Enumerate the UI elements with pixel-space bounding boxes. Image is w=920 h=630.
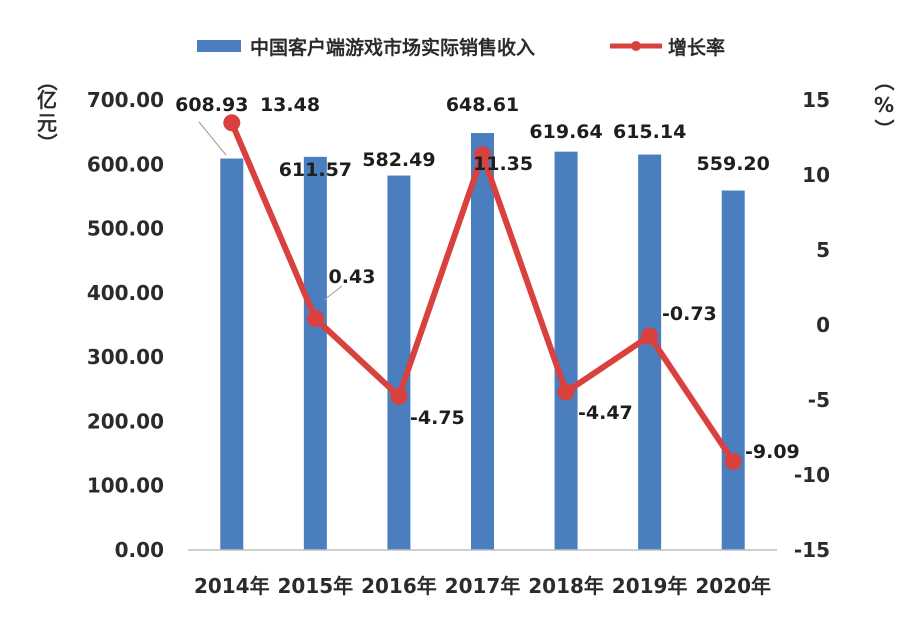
right-y-axis: -15 -10 -5 0 5 10 15 [794,88,830,562]
right-axis-unit-char: ） [872,119,896,139]
left-y-axis: 0.00 100.00 200.00 300.00 400.00 500.00 600.00… [87,88,164,562]
bar [220,158,244,551]
right-axis-tick-label: -10 [794,463,830,487]
left-axis-unit-char: 亿 [37,88,57,112]
growth-rate-label: 13.48 [260,94,320,116]
left-axis-tick-label: 600.00 [87,152,164,176]
bar-value-label: 582.49 [362,149,435,171]
legend: 中国客户端游戏市场实际销售收入 增长率 [197,36,725,59]
growth-rate-point [641,327,659,345]
growth-rate-label: -4.47 [578,402,633,424]
left-axis-tick-label: 100.00 [87,474,164,498]
bar-data-labels: 608.93 611.57 582.49 648.61 619.64 615.14 559.… [175,94,770,301]
growth-rate-point [474,146,491,164]
legend-label-line: 增长率 [668,36,725,59]
growth-rate-label: -9.09 [745,441,800,463]
label-leader-line [323,285,343,301]
x-axis-category-label: 2018年 [528,574,604,598]
bar [471,133,494,550]
growth-rate-label: -0.73 [662,303,717,325]
left-axis-tick-label: 700.00 [87,88,164,112]
growth-rate-label: 0.43 [329,266,376,288]
growth-rate-point [724,452,742,470]
x-axis-category-label: 2017年 [445,574,521,598]
axis-units: （亿元）（%） [35,71,896,153]
right-axis-tick-label: 10 [802,163,830,187]
bar-value-label: 559.20 [697,153,770,175]
right-axis-tick-label: -5 [808,388,830,412]
x-axis-category-label: 2019年 [612,574,688,598]
bar [387,175,411,550]
legend-marker-line [631,41,641,51]
right-axis-unit-char: （ [872,71,896,91]
growth-rate-point [557,383,575,401]
x-axis-category-label: 2020年 [695,574,771,598]
left-axis-unit-char: （ [35,71,59,91]
bar-value-label: 619.64 [529,121,602,143]
bar [303,156,327,551]
left-axis-unit-char: ） [35,133,59,153]
line-series [223,114,742,470]
left-axis-tick-label: 300.00 [87,345,164,369]
bar-series [220,133,745,551]
line-data-labels: 13.48 0.43 -4.75 11.35 -4.47 -0.73 -9.09 [260,94,800,463]
bar-value-label: 611.57 [279,159,352,181]
bar-value-label: 608.93 [175,94,248,116]
left-axis-unit-char: 元 [37,111,57,135]
right-axis-tick-label: 5 [816,238,830,262]
growth-rate-point [390,387,408,405]
bar [721,190,745,550]
right-axis-tick-label: 15 [802,88,830,112]
bar-value-label: 615.14 [613,121,686,143]
x-axis-category-label: 2016年 [361,574,437,598]
x-axis-category-label: 2015年 [278,574,354,598]
left-axis-tick-label: 500.00 [87,217,164,241]
growth-rate-label: -4.75 [410,407,465,429]
bar [638,154,662,550]
left-axis-tick-label: 0.00 [115,538,164,562]
label-leader-line [198,121,227,156]
growth-rate-point [223,114,241,132]
right-axis-unit-char: % [874,93,894,117]
bar [554,151,578,550]
right-axis-tick-label: 0 [816,313,830,337]
legend-label-bar: 中国客户端游戏市场实际销售收入 [250,36,535,59]
x-axis-labels: 2014年 2015年 2016年 2017年 2018年 2019年 2020年 [194,574,771,598]
legend-swatch-bar [197,40,241,52]
left-axis-tick-label: 400.00 [87,281,164,305]
x-axis-category-label: 2014年 [194,574,270,598]
left-axis-tick-label: 200.00 [87,409,164,433]
bar-value-label: 648.61 [446,94,519,116]
right-axis-tick-label: -15 [794,538,830,562]
growth-rate-point [306,310,324,328]
growth-rate-label: 11.35 [473,153,533,175]
